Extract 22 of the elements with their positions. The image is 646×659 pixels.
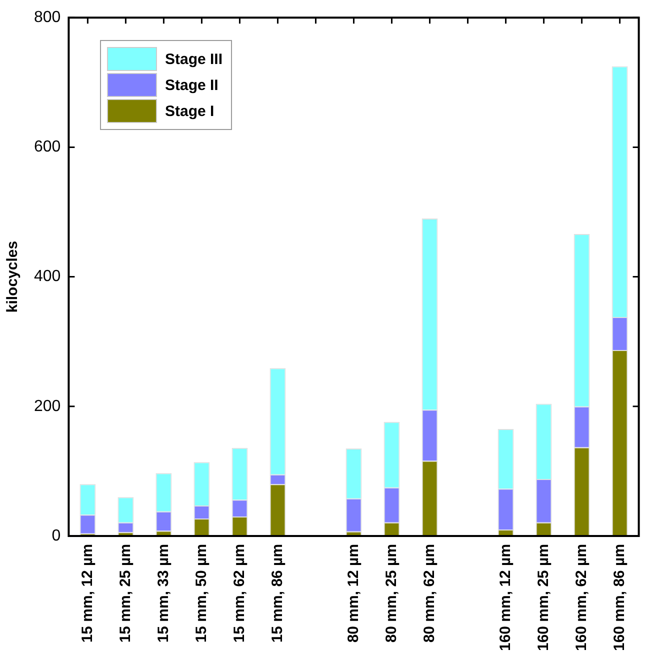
legend-label: Stage II xyxy=(165,76,218,94)
x-tick-label: 15 mm, 86 µm xyxy=(268,544,286,643)
x-tick-label: 80 mm, 62 µm xyxy=(420,544,438,643)
x-tick-label: 15 mm, 12 µm xyxy=(78,544,96,643)
x-tick-label: 15 mm, 50 µm xyxy=(192,544,210,643)
x-tick-label: 160 mm, 86 µm xyxy=(610,544,628,652)
y-tick-label: 800 xyxy=(34,9,61,26)
x-tick-label: 80 mm, 25 µm xyxy=(382,544,400,643)
x-tick-label: 15 mm, 33 µm xyxy=(154,544,172,643)
y-tick-label: 0 xyxy=(52,527,61,544)
y-axis-title: kilocycles xyxy=(4,240,22,313)
x-tick-label: 160 mm, 25 µm xyxy=(534,544,552,652)
x-tick-label: 15 mm, 62 µm xyxy=(230,544,248,643)
y-tick-label: 200 xyxy=(34,398,61,415)
x-tick-label: 15 mm, 25 µm xyxy=(116,544,134,643)
y-tick-label: 400 xyxy=(34,268,61,286)
x-tick-label: 160 mm, 12 µm xyxy=(496,544,514,652)
y-tick-label: 600 xyxy=(34,138,61,156)
x-tick-label: 80 mm, 12 µm xyxy=(344,544,362,643)
legend-label: Stage III xyxy=(165,50,223,68)
legend-label: Stage I xyxy=(165,102,214,120)
x-tick-label: 160 mm, 62 µm xyxy=(572,544,590,652)
